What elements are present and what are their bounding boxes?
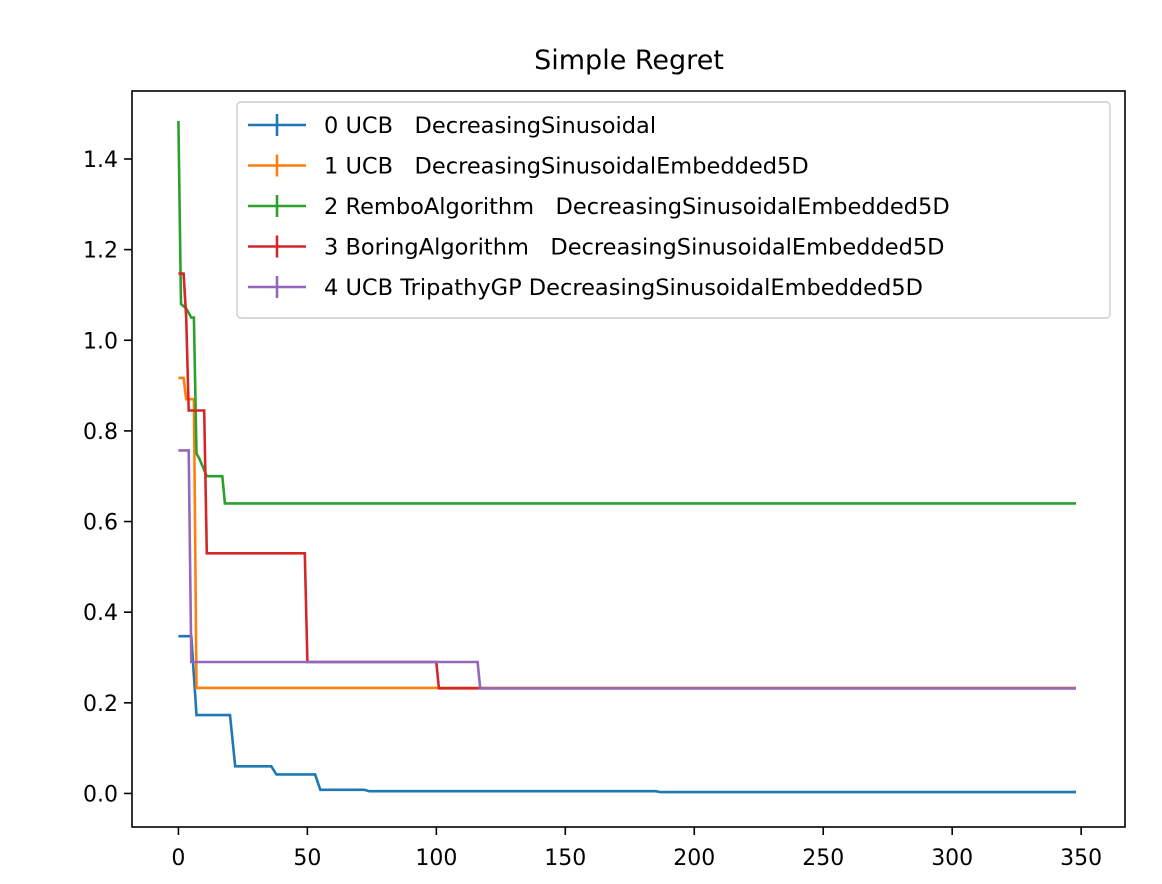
x-tick-label: 0 (171, 846, 185, 871)
y-tick-label: 1.2 (83, 239, 118, 264)
axes-frame (131, 90, 1126, 828)
y-tick-label: 0.6 (83, 511, 118, 536)
x-tick-label: 150 (544, 846, 586, 871)
x-tick-label: 100 (415, 846, 457, 871)
legend-box (236, 101, 1111, 319)
x-tick-label: 300 (931, 846, 973, 871)
legend-label-4: 4 UCB TripathyGP DecreasingSinusoidalEmb… (324, 275, 923, 301)
y-tick-label: 0.0 (83, 782, 118, 807)
x-tick-label: 200 (673, 846, 715, 871)
legend-label-2: 2 RemboAlgorithm DecreasingSinusoidalEmb… (324, 194, 950, 220)
legend-label-3: 3 BoringAlgorithm DecreasingSinusoidalEm… (324, 235, 945, 261)
y-tick-label: 0.4 (83, 601, 118, 626)
series-line-1 (178, 376, 1076, 690)
series-lines (177, 120, 1076, 794)
y-tick-label: 1.0 (83, 329, 118, 354)
legend-entry-2: 2 RemboAlgorithm DecreasingSinusoidalEmb… (248, 194, 950, 220)
legend-label-0: 0 UCB DecreasingSinusoidal (324, 113, 656, 139)
x-tick-label: 350 (1060, 846, 1102, 871)
plot-area (177, 120, 1076, 794)
series-line-0 (178, 634, 1076, 794)
legend-entry-1: 1 UCB DecreasingSinusoidalEmbedded5D (248, 154, 809, 180)
y-tick-label: 0.8 (83, 420, 118, 445)
axes: 0 50 100 150 200 250 300 350 0.0 0.2 0.4 0.6 0.8 1.0 1… (83, 90, 1126, 871)
y-tick-label: 1.4 (83, 148, 118, 173)
legend-label-1: 1 UCB DecreasingSinusoidalEmbedded5D (324, 154, 809, 180)
x-tick-label: 50 (293, 846, 321, 871)
y-tick-label: 0.2 (83, 692, 118, 717)
legend-entry-3: 3 BoringAlgorithm DecreasingSinusoidalEm… (248, 235, 945, 261)
x-tick-label: 250 (802, 846, 844, 871)
legend: 0 UCB DecreasingSinusoidal 1 UCB Decreasi… (236, 101, 1111, 319)
chart-title: Simple Regret (534, 45, 724, 76)
legend-entry-4: 4 UCB TripathyGP DecreasingSinusoidalEmb… (248, 275, 923, 301)
legend-entry-0: 0 UCB DecreasingSinusoidal (248, 113, 656, 139)
series-line-4 (178, 449, 1076, 690)
series-line-3 (178, 272, 1076, 690)
